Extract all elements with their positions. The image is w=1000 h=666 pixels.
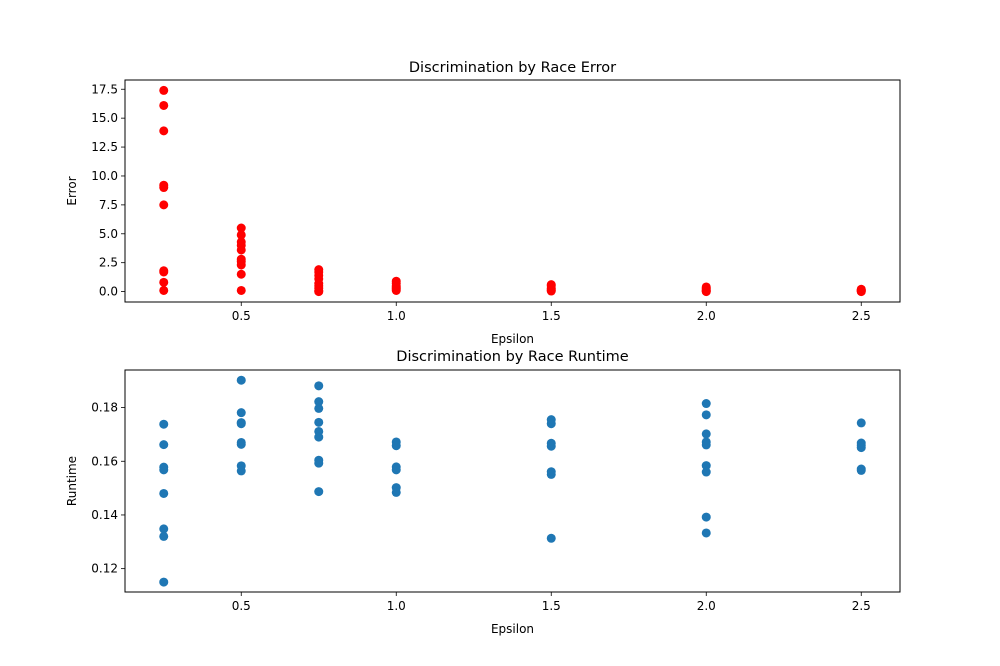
runtime-y-tick-label: 0.18 — [91, 401, 118, 415]
error-y-tick-label: 17.5 — [91, 82, 118, 96]
error-data-point — [159, 183, 169, 193]
runtime-data-point — [314, 397, 324, 407]
runtime-plot-frame — [124, 369, 901, 593]
error-x-tick-label: 2.0 — [697, 309, 716, 323]
error-y-tick-label: 2.5 — [99, 256, 118, 270]
runtime-data-point — [856, 443, 866, 453]
runtime-y-ticks: 0.12 0.14 0.16 0.18 — [91, 401, 125, 576]
error-chart-title: Discrimination by Race Error — [409, 60, 616, 76]
runtime-data-point — [701, 512, 711, 522]
runtime-data-point — [236, 375, 246, 385]
runtime-data-point — [391, 441, 401, 451]
error-data-point — [314, 287, 324, 297]
runtime-data-point — [159, 465, 169, 475]
error-data-point — [236, 230, 246, 240]
error-y-tick-label: 12.5 — [91, 140, 118, 154]
error-x-axis-label: Epsilon — [491, 332, 534, 346]
error-data-point — [236, 223, 246, 233]
runtime-data-point — [159, 440, 169, 450]
error-x-tick-label: 1.0 — [387, 309, 406, 323]
runtime-y-tick-label: 0.16 — [91, 454, 118, 468]
runtime-data-point — [159, 577, 169, 587]
runtime-x-tick-label: 2.0 — [697, 599, 716, 613]
error-data-point — [159, 267, 169, 277]
error-y-ticks: 0.0 2.5 5.0 7.5 10.0 12.5 15.0 17.5 — [91, 82, 125, 299]
runtime-data-point — [701, 440, 711, 450]
error-data-point — [701, 287, 711, 297]
error-y-tick-label: 5.0 — [99, 227, 118, 241]
runtime-x-axis-label: Epsilon — [491, 622, 534, 636]
runtime-data-point — [314, 403, 324, 413]
runtime-data-point — [314, 432, 324, 442]
error-data-point — [236, 260, 246, 270]
error-data-point — [159, 126, 169, 136]
runtime-y-tick-label: 0.12 — [91, 562, 118, 576]
runtime-data-point — [236, 408, 246, 418]
error-data-point — [391, 285, 401, 295]
error-y-tick-label: 0.0 — [99, 285, 118, 299]
runtime-data-point — [314, 417, 324, 427]
runtime-data-point — [236, 439, 246, 449]
error-subplot: Discrimination by Race Error 0.5 1.0 1.5 2.… — [65, 60, 901, 346]
runtime-data-point — [546, 533, 556, 543]
runtime-data-point — [546, 441, 556, 451]
runtime-x-tick-label: 1.0 — [387, 599, 406, 613]
error-x-tick-label: 2.5 — [852, 309, 871, 323]
runtime-points — [159, 375, 866, 587]
error-data-point — [546, 286, 556, 296]
runtime-data-point — [314, 487, 324, 497]
runtime-data-point — [701, 461, 711, 471]
error-data-point — [159, 200, 169, 210]
error-x-tick-label: 1.5 — [542, 309, 561, 323]
runtime-data-point — [546, 419, 556, 429]
runtime-x-ticks: 0.5 1.0 1.5 2.0 2.5 — [232, 592, 871, 613]
error-x-ticks: 0.5 1.0 1.5 2.0 2.5 — [232, 302, 871, 323]
error-data-point — [856, 287, 866, 297]
runtime-data-point — [546, 469, 556, 479]
runtime-data-point — [159, 488, 169, 498]
error-points — [159, 85, 866, 297]
runtime-data-point — [701, 399, 711, 409]
runtime-data-point — [236, 466, 246, 476]
runtime-data-point — [856, 418, 866, 428]
error-data-point — [159, 100, 169, 110]
runtime-y-tick-label: 0.14 — [91, 508, 118, 522]
runtime-data-point — [856, 465, 866, 475]
runtime-data-point — [314, 381, 324, 391]
runtime-data-point — [159, 524, 169, 534]
runtime-data-point — [391, 465, 401, 475]
error-y-axis-label: Error — [65, 176, 79, 205]
runtime-data-point — [236, 419, 246, 429]
error-data-point — [159, 277, 169, 287]
error-plot-frame — [124, 79, 901, 303]
runtime-data-point — [159, 531, 169, 541]
error-y-tick-label: 15.0 — [91, 111, 118, 125]
error-data-point — [159, 285, 169, 295]
runtime-data-point — [701, 528, 711, 538]
error-x-tick-label: 0.5 — [232, 309, 251, 323]
runtime-y-axis-label: Runtime — [65, 456, 79, 506]
error-data-point — [236, 269, 246, 279]
runtime-data-point — [701, 467, 711, 477]
error-data-point — [159, 85, 169, 95]
error-data-point — [236, 285, 246, 295]
runtime-chart-title: Discrimination by Race Runtime — [396, 349, 629, 365]
runtime-data-point — [701, 410, 711, 420]
runtime-data-point — [391, 487, 401, 497]
error-y-tick-label: 10.0 — [91, 169, 118, 183]
error-data-point — [236, 245, 246, 255]
runtime-data-point — [159, 419, 169, 429]
runtime-subplot: Discrimination by Race Runtime 0.5 1.0 1.5… — [65, 349, 901, 636]
runtime-x-tick-label: 2.5 — [852, 599, 871, 613]
runtime-x-tick-label: 0.5 — [232, 599, 251, 613]
runtime-data-point — [701, 429, 711, 439]
runtime-x-tick-label: 1.5 — [542, 599, 561, 613]
error-y-tick-label: 7.5 — [99, 198, 118, 212]
runtime-data-point — [314, 458, 324, 468]
